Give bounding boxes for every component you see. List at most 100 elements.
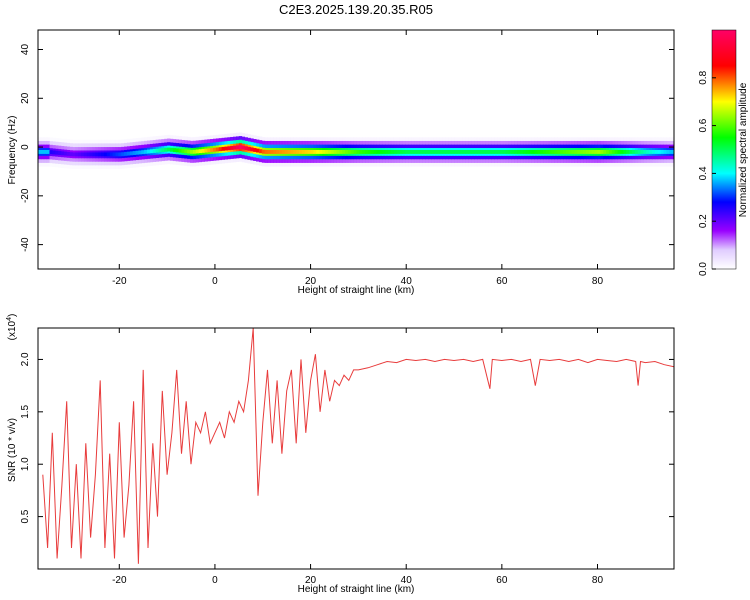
heat-cell: [433, 149, 438, 154]
y-tick-label: 1.0: [20, 457, 31, 471]
heat-cell: [474, 149, 478, 154]
heat-cell: [43, 149, 48, 154]
heat-cell: [551, 149, 555, 154]
heat-cell: [101, 152, 105, 157]
heat-cell: [75, 152, 79, 157]
x-tick-label: 0: [212, 276, 218, 287]
heat-cell: [382, 149, 386, 154]
heat-cell: [471, 149, 475, 154]
heat-cell: [155, 148, 159, 153]
heat-cell: [459, 149, 464, 154]
snr-panel: -20 0 20 40 60 80 0.5 1.0 1.5 2.0 Height of stra…: [6, 314, 675, 595]
heat-cell: [112, 152, 116, 157]
heat-cell: [299, 149, 303, 154]
heat-cell: [557, 149, 561, 154]
heat-cell: [560, 149, 564, 154]
heat-cell: [307, 149, 312, 154]
heat-cell: [396, 149, 400, 154]
heat-cell: [643, 149, 647, 154]
spectrogram-panel: -20 0 20 40 60 80 -40 -20 0 20 40 Height of strai…: [7, 29, 675, 296]
heat-cell: [499, 149, 504, 154]
heat-cell: [339, 149, 343, 154]
heat-cell: [322, 149, 326, 154]
heat-cell: [63, 151, 68, 156]
heat-cell: [456, 149, 461, 154]
heat-cell: [92, 152, 96, 157]
snr-scale-label: (x104): [6, 314, 18, 341]
heat-cell: [413, 149, 418, 154]
heat-cell: [135, 150, 139, 155]
heat-cell: [365, 149, 369, 154]
heat-cell: [342, 149, 346, 154]
top-x-ticks: -20 0 20 40 60 80: [112, 30, 603, 287]
heat-cell: [393, 149, 398, 154]
heat-cell: [497, 149, 501, 154]
heat-cell: [207, 148, 211, 153]
heat-cell: [273, 149, 277, 154]
heat-cell: [141, 150, 145, 155]
y-tick-label: 2.0: [20, 352, 31, 366]
bottom-y-axis-label: SNR (10 * v/v): [7, 418, 18, 482]
x-tick-label: -20: [112, 276, 127, 287]
heat-cell: [606, 149, 610, 154]
heat-cell: [83, 152, 88, 157]
heat-cell: [640, 149, 644, 154]
heat-cell: [631, 149, 636, 154]
heat-cell: [330, 149, 335, 154]
heat-cell: [620, 149, 624, 154]
heat-cell: [611, 149, 616, 154]
heat-cell: [204, 148, 208, 153]
heat-cell: [138, 150, 142, 155]
heat-cell: [600, 149, 604, 154]
heat-cell: [147, 149, 151, 154]
heat-cell: [256, 148, 260, 153]
colorbar-gradient: [711, 29, 737, 270]
heat-cell: [571, 149, 576, 154]
heat-cell: [241, 145, 246, 150]
heat-cell: [161, 148, 165, 153]
heat-cell: [537, 149, 541, 154]
heat-cell: [663, 149, 667, 154]
colorbar-tick-label: 0.6: [698, 118, 709, 132]
heat-cell: [276, 149, 280, 154]
heat-cell: [531, 149, 535, 154]
heat-cell: [428, 149, 432, 154]
heat-cell: [121, 152, 125, 157]
heat-cell: [565, 149, 570, 154]
heat-cell: [373, 149, 378, 154]
chart-title: C2E3.2025.139.20.35.R05: [279, 2, 433, 17]
heat-cell: [514, 149, 518, 154]
heat-cell: [522, 149, 527, 154]
heat-cell: [623, 149, 627, 154]
heat-cell: [603, 149, 607, 154]
bottom-x-ticks: -20 0 20 40 60 80: [112, 328, 603, 586]
y-tick-label: 40: [20, 44, 31, 56]
heat-cell: [132, 151, 137, 155]
heat-cell: [58, 151, 62, 155]
heat-cell: [448, 149, 452, 154]
heat-cell: [399, 149, 403, 154]
heat-cell: [485, 149, 489, 154]
heat-cell: [95, 152, 99, 157]
heat-cell: [502, 149, 507, 154]
heat-cell: [267, 149, 271, 154]
heat-cell: [333, 149, 337, 154]
x-tick-label: 80: [592, 575, 604, 586]
heat-cell: [69, 152, 73, 157]
heat-cell: [233, 145, 237, 150]
heat-cell: [580, 149, 584, 154]
heat-cell: [626, 149, 630, 154]
heat-cell: [468, 149, 472, 154]
heat-cell: [290, 149, 294, 154]
heat-cell: [178, 148, 182, 153]
heat-cell: [654, 149, 659, 154]
x-tick-label: 80: [592, 276, 604, 287]
heat-cell: [230, 145, 234, 150]
heat-cell: [439, 149, 444, 154]
heat-cell: [517, 149, 521, 154]
heat-cell: [649, 149, 653, 154]
y-tick-label: -40: [20, 237, 31, 252]
heat-cell: [247, 146, 251, 151]
top-x-axis-label: Height of straight line (km): [298, 285, 415, 296]
heat-cell: [52, 150, 56, 155]
